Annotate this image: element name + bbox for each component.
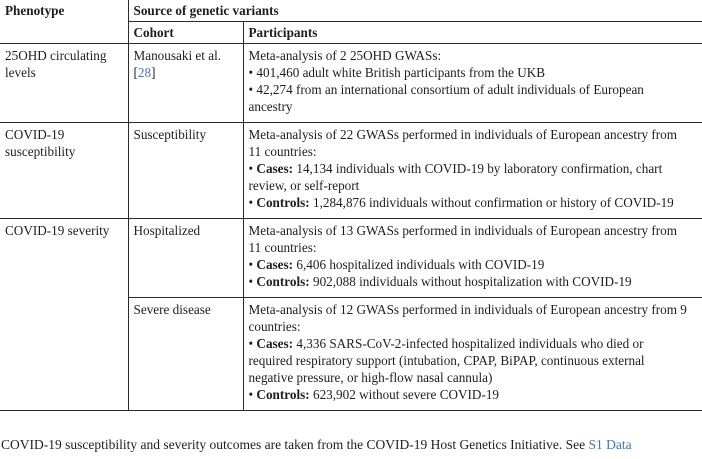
- bullet-item: • Cases: 4,336 SARS-CoV-2-infected hospi…: [249, 335, 689, 386]
- table-footnote: COVID-19 susceptibility and severity out…: [1, 436, 701, 454]
- bullet-text: 6,406 hospitalized individuals with COVI…: [296, 257, 545, 272]
- phenotype-cell: 25OHD circulating levels: [0, 43, 129, 123]
- cohort-cell: Manousaki et al. [28]: [127, 43, 244, 123]
- bullet-label: Controls:: [256, 387, 310, 402]
- bullet-item: • Controls: 902,088 individuals without …: [249, 273, 689, 290]
- cohort-cell: Susceptibility: [127, 122, 244, 219]
- participants-intro: Meta-analysis of 13 GWASs performed in i…: [248, 223, 677, 255]
- cohort-label: Severe disease: [133, 302, 211, 317]
- table-row: Severe disease Meta-analysis of 12 GWASs…: [0, 297, 702, 411]
- phenotype-cell: COVID-19 susceptibility: [0, 122, 129, 219]
- bullet-label: Controls:: [256, 274, 310, 289]
- bullet-item: • Cases: 14,134 individuals with COVID-1…: [249, 160, 689, 194]
- genetic-variants-table: Phenotype Source of genetic variants Coh…: [0, 0, 702, 411]
- bullet-label: Controls:: [256, 195, 310, 210]
- bullet-text: 623,902 without severe COVID-19: [312, 387, 500, 402]
- bullet-glyph: •: [248, 274, 254, 289]
- participants-cell: Meta-analysis of 2 25OHD GWASs: • 401,46…: [242, 43, 702, 123]
- bullet-item: • 42,274 from an international consortiu…: [249, 81, 689, 115]
- cohort-cell: Hospitalized: [127, 218, 244, 298]
- bullet-text: 42,274 from an international consortium …: [248, 82, 644, 114]
- table-row: COVID-19 severity Hospitalized Meta-anal…: [0, 218, 702, 411]
- bullet-item: • Controls: 1,284,876 individuals withou…: [249, 194, 689, 211]
- table-row: 25OHD circulating levels Manousaki et al…: [0, 43, 702, 123]
- table-row: COVID-19 susceptibility Susceptibility M…: [0, 122, 702, 219]
- bullet-text: 401,460 adult white British participants…: [256, 65, 546, 80]
- bullet-glyph: •: [248, 387, 254, 402]
- bullet-label: Cases:: [256, 161, 294, 176]
- header-cohort: Cohort: [128, 21, 244, 44]
- s1-data-link[interactable]: S1 Data: [588, 437, 632, 452]
- cohort-label: Manousaki et al. [: [133, 48, 222, 80]
- phenotype-cell: COVID-19 severity: [0, 218, 129, 411]
- participants-cell: Meta-analysis of 22 GWASs performed in i…: [242, 122, 702, 219]
- bullet-glyph: •: [248, 195, 254, 210]
- bullet-glyph: •: [248, 336, 254, 351]
- bullet-label: Cases:: [256, 336, 294, 351]
- cohort-label: Hospitalized: [133, 223, 201, 238]
- bullet-text: 902,088 individuals without hospitalizat…: [312, 274, 632, 289]
- bullet-item: • Cases: 6,406 hospitalized individuals …: [249, 256, 689, 273]
- header-source-group: Source of genetic variants: [127, 0, 702, 22]
- cohort-label: Susceptibility: [133, 127, 207, 142]
- header-participants: Participants: [242, 21, 702, 44]
- participants-cell: Meta-analysis of 12 GWASs performed in i…: [242, 297, 702, 411]
- header-phenotype: Phenotype: [0, 0, 129, 44]
- bullet-item: • Controls: 623,902 without severe COVID…: [249, 386, 689, 403]
- cohort-cell: Severe disease: [128, 297, 244, 411]
- participants-intro: Meta-analysis of 22 GWASs performed in i…: [248, 127, 677, 159]
- footnote-text: COVID-19 susceptibility and severity out…: [1, 437, 589, 452]
- bullet-text: 1,284,876 individuals without confirmati…: [312, 195, 674, 210]
- bullet-glyph: •: [248, 82, 254, 97]
- bullet-glyph: •: [248, 161, 254, 176]
- reference-link[interactable]: 28: [137, 65, 152, 80]
- cohort-label-suffix: ]: [151, 65, 156, 80]
- participants-intro: Meta-analysis of 2 25OHD GWASs:: [248, 48, 442, 63]
- bullet-text: 14,134 individuals with COVID-19 by labo…: [248, 161, 663, 193]
- bullet-item: • 401,460 adult white British participan…: [249, 64, 689, 81]
- participants-cell: Meta-analysis of 13 GWASs performed in i…: [242, 218, 702, 298]
- bullet-glyph: •: [248, 257, 254, 272]
- bullet-text: 4,336 SARS-CoV-2-infected hospitalized i…: [248, 336, 645, 385]
- bullet-label: Cases:: [256, 257, 294, 272]
- bullet-glyph: •: [248, 65, 254, 80]
- participants-intro: Meta-analysis of 12 GWASs performed in i…: [248, 302, 687, 334]
